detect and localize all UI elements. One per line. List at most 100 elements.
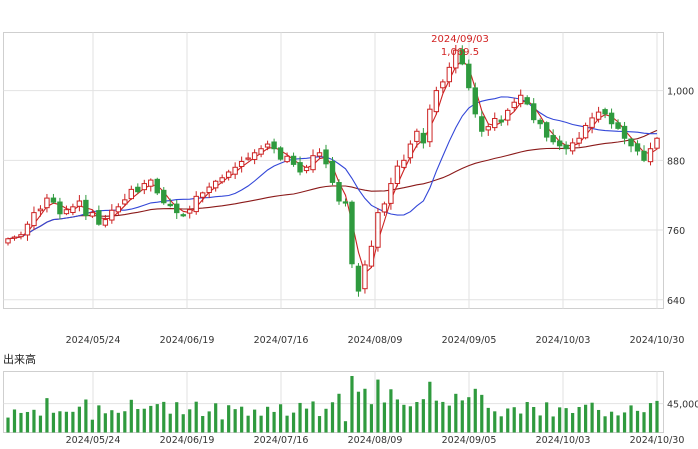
date-label: 2024/09/05 [442, 335, 497, 346]
volume-bar [259, 415, 263, 433]
candle-body [50, 197, 57, 203]
candle-body [76, 200, 83, 207]
candle-body [336, 182, 342, 202]
volume-bar [356, 391, 361, 433]
candle-body [446, 66, 453, 83]
volume-bar [110, 410, 114, 433]
volume-bar [642, 412, 646, 433]
candle-body [375, 212, 381, 248]
volume-bar [285, 415, 289, 433]
candle-body [37, 208, 44, 212]
candle-body [582, 124, 589, 139]
date-label: 2024/08/09 [348, 435, 403, 446]
candle-body [70, 206, 76, 214]
candle-body [589, 117, 595, 128]
volume-bar [538, 415, 542, 433]
volume-bar [622, 412, 627, 433]
volume-bar [558, 407, 562, 433]
volume-bar [389, 389, 393, 433]
candle-body [342, 201, 349, 204]
candle-body [161, 189, 167, 204]
candle-body [141, 183, 147, 191]
candle-body [505, 109, 511, 121]
volume-bar [6, 417, 10, 433]
candle-body [167, 203, 173, 207]
candle-body [44, 197, 50, 209]
price-tick-label: 880 [667, 156, 685, 167]
date-label: 2024/05/24 [66, 435, 121, 446]
volume-bar [45, 398, 49, 433]
volume-bar [551, 416, 555, 433]
date-label: 2024/10/03 [536, 335, 591, 346]
candle-body [420, 132, 427, 144]
candle-body [193, 195, 199, 213]
volume-bar [395, 399, 399, 433]
volume-bar [473, 388, 477, 433]
volume-bar [77, 406, 81, 433]
volume-bar [253, 409, 257, 433]
volume-bar [266, 406, 270, 433]
volume-bar [84, 399, 88, 433]
volume-bar [330, 402, 335, 433]
candle-body [83, 199, 89, 217]
candle-body [11, 236, 18, 239]
candle-body [148, 179, 154, 187]
volume-bar [317, 416, 322, 433]
candle-body [5, 238, 11, 244]
volume-bar [162, 401, 166, 433]
volume-bar [402, 404, 406, 433]
volume-bar [382, 402, 387, 433]
volume-bar [415, 402, 419, 433]
volume-bar [175, 402, 179, 433]
candle-body [388, 183, 394, 204]
volume-bar [38, 415, 43, 433]
candle-body [232, 166, 238, 175]
volume-bar [304, 408, 309, 433]
volume-bar [32, 409, 36, 433]
date-label: 2024/07/16 [254, 435, 309, 446]
volume-bar [12, 409, 17, 433]
candle-body [271, 141, 277, 150]
candle-body [251, 152, 258, 160]
candle-body [563, 144, 569, 150]
candle-body [96, 210, 102, 225]
volume-bar [596, 409, 601, 433]
candle-body [245, 157, 251, 160]
price-tick-label: 1,000 [667, 87, 694, 98]
volume-bar [149, 405, 153, 433]
date-label: 2024/08/09 [348, 335, 403, 346]
volume-bar [629, 405, 633, 433]
candle-body [238, 160, 245, 167]
volume-bar [421, 399, 425, 433]
volume-bar [71, 411, 75, 433]
candle-body [284, 155, 290, 163]
candle-body [608, 112, 615, 125]
volume-bar [571, 412, 575, 433]
volume-bar [233, 409, 237, 433]
volume-bar [635, 410, 640, 433]
price-tick-label: 760 [667, 226, 685, 237]
volume-bar [129, 399, 133, 433]
candle-body [368, 245, 375, 267]
volume-bar [376, 379, 380, 433]
volume-bar [291, 412, 296, 433]
candle-body [355, 265, 362, 292]
volume-bar [103, 413, 107, 433]
date-label: 2024/07/16 [254, 335, 309, 346]
candle-body [453, 49, 459, 69]
candle-body [492, 117, 498, 129]
volume-bar [408, 406, 412, 433]
candle-body [18, 234, 24, 238]
candle-body [187, 209, 193, 214]
candle-body [381, 203, 388, 213]
date-label: 2024/05/24 [66, 335, 121, 346]
volume-bar [227, 405, 231, 433]
candle-body [277, 147, 284, 160]
candle-body [63, 209, 70, 215]
candle-body [349, 201, 355, 265]
candle-body [433, 90, 440, 113]
volume-bar [467, 397, 471, 433]
volume-bar [428, 381, 432, 433]
volume-bar [525, 402, 529, 433]
